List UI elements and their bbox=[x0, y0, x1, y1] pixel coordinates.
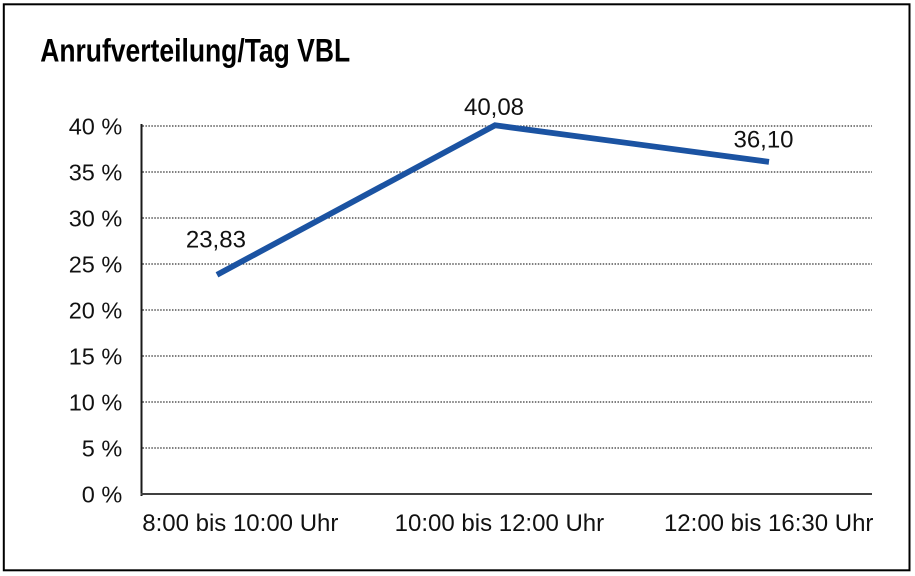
svg-text:40,08: 40,08 bbox=[464, 94, 524, 121]
svg-text:35 %: 35 % bbox=[69, 159, 123, 185]
svg-text:5 %: 5 % bbox=[82, 435, 123, 461]
svg-text:30 %: 30 % bbox=[69, 205, 123, 231]
svg-text:23,83: 23,83 bbox=[186, 226, 246, 253]
svg-text:0 %: 0 % bbox=[82, 481, 123, 507]
svg-text:12:00 bis 16:30 Uhr: 12:00 bis 16:30 Uhr bbox=[664, 510, 873, 537]
svg-text:Anrufverteilung/Tag VBL: Anrufverteilung/Tag VBL bbox=[40, 33, 350, 69]
svg-text:8:00 bis 10:00 Uhr: 8:00 bis 10:00 Uhr bbox=[142, 510, 338, 537]
svg-text:25 %: 25 % bbox=[69, 251, 123, 277]
svg-text:10:00 bis 12:00 Uhr: 10:00 bis 12:00 Uhr bbox=[395, 510, 604, 537]
svg-text:36,10: 36,10 bbox=[733, 127, 793, 154]
svg-text:15 %: 15 % bbox=[69, 343, 123, 369]
svg-text:40 %: 40 % bbox=[69, 113, 123, 139]
svg-text:10 %: 10 % bbox=[69, 389, 123, 415]
svg-text:20 %: 20 % bbox=[69, 297, 123, 323]
